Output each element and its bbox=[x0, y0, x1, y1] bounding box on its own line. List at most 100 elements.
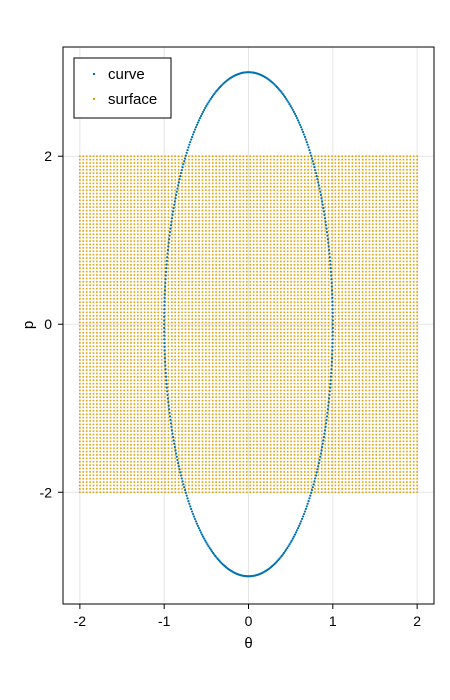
surface-point bbox=[154, 348, 156, 351]
surface-point bbox=[225, 168, 228, 171]
surface-point bbox=[167, 474, 170, 477]
surface-point bbox=[143, 219, 146, 222]
surface-point bbox=[235, 420, 238, 422]
surface-point bbox=[218, 257, 221, 259]
surface-point bbox=[160, 477, 163, 480]
surface-point bbox=[164, 426, 166, 429]
surface-point bbox=[143, 175, 146, 178]
surface-point bbox=[99, 474, 102, 477]
surface-point bbox=[119, 430, 122, 432]
surface-point bbox=[188, 399, 190, 402]
surface-point bbox=[130, 416, 132, 419]
surface-point bbox=[222, 393, 224, 395]
surface-point bbox=[174, 338, 177, 341]
surface-point bbox=[232, 413, 234, 415]
surface-point bbox=[119, 172, 122, 174]
surface-point bbox=[89, 199, 91, 202]
surface-point bbox=[222, 297, 224, 300]
surface-point bbox=[242, 301, 245, 303]
surface-point bbox=[119, 474, 122, 477]
surface-point bbox=[82, 359, 85, 361]
surface-point bbox=[150, 437, 153, 439]
surface-point bbox=[198, 372, 200, 375]
surface-point bbox=[208, 209, 211, 212]
surface-point bbox=[246, 471, 248, 473]
surface-point bbox=[102, 457, 105, 460]
surface-point bbox=[177, 304, 180, 307]
surface-point bbox=[201, 172, 204, 174]
surface-point bbox=[164, 352, 166, 354]
surface-point bbox=[140, 257, 142, 259]
surface-point bbox=[79, 420, 81, 422]
surface-point bbox=[228, 372, 231, 375]
surface-point bbox=[116, 393, 119, 395]
surface-point bbox=[208, 359, 211, 361]
surface-point bbox=[123, 420, 125, 422]
surface-point bbox=[136, 270, 139, 273]
surface-point bbox=[188, 175, 190, 178]
surface-point bbox=[201, 399, 204, 402]
surface-point bbox=[136, 230, 139, 232]
surface-point bbox=[79, 352, 81, 354]
surface-point bbox=[130, 335, 132, 337]
surface-point bbox=[143, 423, 146, 426]
surface-point bbox=[160, 325, 163, 327]
surface-point bbox=[239, 304, 241, 307]
surface-point bbox=[177, 352, 180, 354]
surface-point bbox=[126, 342, 129, 344]
surface-point bbox=[133, 443, 136, 446]
surface-point bbox=[133, 287, 136, 290]
surface-point bbox=[147, 206, 149, 208]
surface-point bbox=[201, 260, 204, 263]
surface-point bbox=[143, 185, 146, 188]
surface-point bbox=[239, 247, 241, 249]
surface-point bbox=[171, 413, 173, 415]
surface-point bbox=[218, 226, 221, 229]
surface-point bbox=[228, 474, 231, 477]
surface-point bbox=[123, 291, 125, 293]
surface-point bbox=[102, 233, 105, 236]
surface-point bbox=[143, 257, 146, 259]
surface-point bbox=[167, 257, 170, 259]
surface-point bbox=[102, 308, 105, 310]
surface-point bbox=[177, 440, 180, 443]
surface-point bbox=[140, 199, 142, 202]
surface-point bbox=[242, 199, 245, 202]
surface-point bbox=[232, 291, 234, 293]
surface-point bbox=[232, 223, 234, 225]
surface-point bbox=[126, 284, 129, 286]
surface-point bbox=[171, 294, 173, 297]
surface-point bbox=[171, 331, 173, 334]
surface-point bbox=[228, 410, 231, 412]
surface-point bbox=[154, 362, 156, 365]
surface-point bbox=[191, 440, 194, 443]
surface-point bbox=[147, 389, 149, 392]
surface-point bbox=[208, 158, 211, 161]
surface-point bbox=[184, 348, 187, 351]
surface-point bbox=[242, 369, 245, 371]
surface-point bbox=[130, 355, 132, 358]
surface-point bbox=[116, 175, 119, 178]
surface-point bbox=[143, 352, 146, 354]
surface-point bbox=[228, 471, 231, 473]
surface-point bbox=[208, 318, 211, 320]
surface-point bbox=[215, 287, 217, 290]
surface-point bbox=[119, 284, 122, 286]
surface-point bbox=[201, 342, 204, 344]
surface-point bbox=[228, 264, 231, 266]
surface-point bbox=[157, 389, 160, 392]
surface-point bbox=[235, 413, 238, 415]
surface-point bbox=[133, 331, 136, 334]
surface-point bbox=[205, 389, 207, 392]
surface-point bbox=[177, 382, 180, 385]
surface-point bbox=[99, 359, 102, 361]
surface-point bbox=[167, 213, 170, 215]
surface-point bbox=[174, 393, 177, 395]
surface-point bbox=[102, 165, 105, 168]
surface-point bbox=[79, 165, 81, 168]
surface-point bbox=[82, 162, 85, 164]
surface-point bbox=[211, 223, 214, 225]
surface-point bbox=[215, 359, 217, 361]
surface-point bbox=[201, 440, 204, 443]
surface-point bbox=[191, 294, 194, 297]
